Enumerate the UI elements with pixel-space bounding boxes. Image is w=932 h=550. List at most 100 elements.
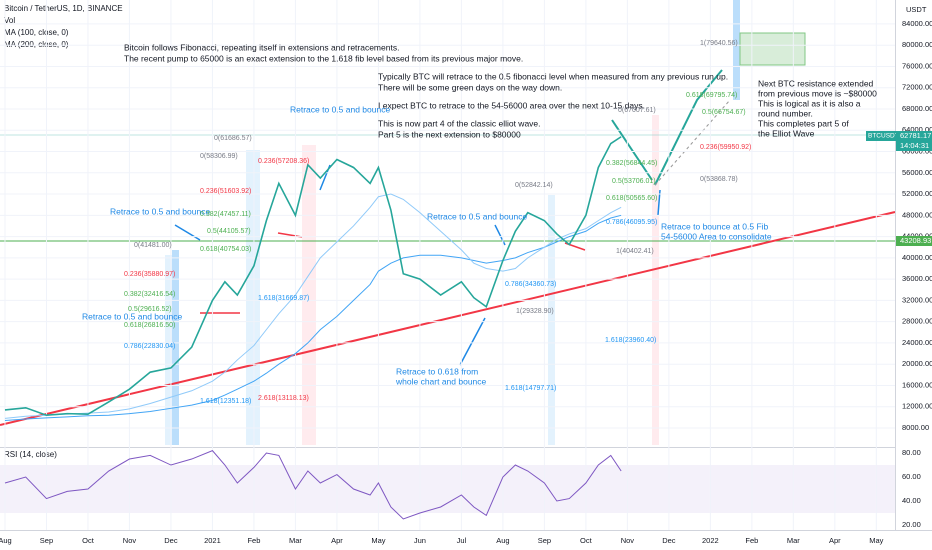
price-tag xyxy=(866,131,896,141)
x-tick-label: Aug xyxy=(0,536,12,545)
x-tick-label: Oct xyxy=(82,536,95,545)
fib-label: 0.236(35880.97) xyxy=(124,271,175,278)
fib-label: 0.618(26816.50) xyxy=(124,322,175,329)
price-tag xyxy=(896,131,932,151)
fib-label: 1(29328.90) xyxy=(516,308,554,315)
x-tick-label: Nov xyxy=(123,536,137,545)
fib-label: 1.618(31669.87) xyxy=(258,295,309,302)
fib-label: 0(41481.00) xyxy=(134,242,172,249)
fib-zone xyxy=(548,195,555,445)
y-tick-label: 40000.00 xyxy=(902,253,932,262)
note-text: This is now part 4 of the classic elliot… xyxy=(378,118,541,128)
note-text: I expect BTC to retrace to the 54-56000 … xyxy=(378,100,645,110)
fib-zone xyxy=(302,145,316,445)
callout-text: Retrace to 0.5 and bounce xyxy=(427,211,527,221)
rsi-title: RSI (14, close) xyxy=(4,450,57,459)
price-tag-countdown: 14:04:31 xyxy=(900,141,929,150)
level-tag xyxy=(896,236,932,246)
indicator-label: MA (200, close, 0) xyxy=(4,40,69,49)
x-tick-label: Aug xyxy=(496,536,509,545)
y-tick-label: 36000.00 xyxy=(902,274,932,283)
callout-text: Retrace to 0.618 from xyxy=(396,366,478,376)
x-tick-label: Sep xyxy=(40,536,53,545)
fib-label: 0.618(50565.60) xyxy=(606,195,657,202)
callout-arrow xyxy=(174,224,201,241)
note-text: Part 5 is the next extension to $80000 xyxy=(378,129,521,139)
y-tick-label: 16000.00 xyxy=(902,380,932,389)
rsi-line xyxy=(4,450,622,520)
x-tick-label: May xyxy=(371,536,385,545)
note-text: round number. xyxy=(758,108,813,118)
fib-label: 1(79640.56) xyxy=(700,40,738,47)
x-tick-label: Dec xyxy=(662,536,676,545)
price-tag-price: 62781.17 xyxy=(900,131,931,140)
note-text: There will be some green days on the way… xyxy=(378,82,562,92)
fib-label: 0.786(34360.73) xyxy=(505,281,556,288)
callout-text: Retrace to bounce at 0.5 Fib xyxy=(661,221,769,231)
x-tick-label: Oct xyxy=(580,536,593,545)
y-tick-label: 48000.00 xyxy=(902,210,932,219)
fib-zone xyxy=(733,0,740,100)
x-tick-label: Jun xyxy=(414,536,426,545)
rsi-tick-label: 80.00 xyxy=(902,448,921,457)
note-text: This is logical as it is also a xyxy=(758,98,861,108)
y-tick-label: 72000.00 xyxy=(902,83,932,92)
y-tick-label: 20000.00 xyxy=(902,359,932,368)
callout-text: whole chart and bounce xyxy=(395,376,487,386)
callout-text: 54-56000 Area to consolidate xyxy=(661,231,772,241)
fib-label: 2.618(13118.13) xyxy=(258,395,309,402)
x-tick-label: Apr xyxy=(829,536,841,545)
y-tick-label: 64000.00 xyxy=(902,125,932,134)
projection xyxy=(654,99,731,186)
time-axis-border xyxy=(0,530,932,531)
y-tick-label: 52000.00 xyxy=(902,189,932,198)
x-tick-label: Dec xyxy=(164,536,178,545)
pane-separator xyxy=(0,447,895,448)
callout-arrow xyxy=(459,317,486,366)
fib-label: 0.786(46095.95) xyxy=(606,219,657,226)
fib-label: 1.618(23960.40) xyxy=(605,337,656,344)
fib-label: 0.618(40754.03) xyxy=(200,246,251,253)
fib-zone xyxy=(652,115,659,445)
fib-label: 0.382(56844.45) xyxy=(606,160,657,167)
x-tick-label: Jul xyxy=(457,536,467,545)
trend-line xyxy=(0,211,896,426)
fib-zone xyxy=(246,150,260,445)
note-text: the Elliot Wave xyxy=(758,128,815,138)
x-tick-label: Mar xyxy=(289,536,302,545)
fib-label: 0(58306.99) xyxy=(200,153,238,160)
drawings xyxy=(0,0,896,445)
y-tick-label: 24000.00 xyxy=(902,338,932,347)
fib-label: 0.786(22830.04) xyxy=(124,343,175,350)
fib-label: 0.618(69795.74) xyxy=(686,92,737,99)
y-tick-label: 32000.00 xyxy=(902,295,932,304)
price-axis-border xyxy=(895,0,896,530)
x-tick-label: Feb xyxy=(745,536,758,545)
y-tick-label: 12000.00 xyxy=(902,402,932,411)
fib-label: 1.618(14797.71) xyxy=(505,385,556,392)
x-tick-label: Nov xyxy=(621,536,635,545)
fib-label: 1.618(12351.18) xyxy=(200,398,251,405)
y-tick-label: 76000.00 xyxy=(902,61,932,70)
ma-line xyxy=(4,214,622,422)
y-tick-label: 8000.00 xyxy=(902,423,929,432)
unit-label: USDT xyxy=(906,5,927,14)
fib-zone xyxy=(172,250,179,445)
y-tick-label: 84000.00 xyxy=(902,19,932,28)
fib-label: 0.5(66754.67) xyxy=(702,109,746,116)
x-tick-label: Sep xyxy=(538,536,551,545)
x-tick-label: Feb xyxy=(247,536,260,545)
fib-label: 0.236(51603.92) xyxy=(200,188,251,195)
indicator-label: MA (100, close, 0) xyxy=(4,28,69,37)
callout-text: Retrace to 0.5 and bounce xyxy=(290,104,390,114)
rsi-band xyxy=(0,465,895,513)
fib-label: 1(40402.41) xyxy=(616,248,654,255)
y-tick-label: 56000.00 xyxy=(902,168,932,177)
note-text: Next BTC resistance extended xyxy=(758,78,874,88)
y-tick-label: 80000.00 xyxy=(902,40,932,49)
price-tag-symbol: BTCUSDT xyxy=(868,133,899,140)
x-tick-label: May xyxy=(869,536,883,545)
fib-label: 0.236(57208.36) xyxy=(258,158,309,165)
level-tag-text: 43208.93 xyxy=(900,236,931,245)
